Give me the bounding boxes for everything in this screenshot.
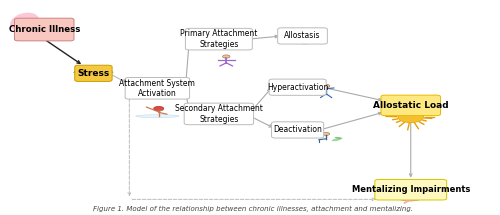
Polygon shape xyxy=(404,201,408,204)
FancyBboxPatch shape xyxy=(272,122,324,138)
FancyBboxPatch shape xyxy=(375,180,446,200)
Text: Hyperactivation: Hyperactivation xyxy=(267,83,328,92)
FancyBboxPatch shape xyxy=(278,28,328,44)
FancyBboxPatch shape xyxy=(125,77,190,99)
Ellipse shape xyxy=(22,25,44,38)
Circle shape xyxy=(154,106,164,111)
Text: Attachment System
Activation: Attachment System Activation xyxy=(120,78,196,98)
Text: Deactivation: Deactivation xyxy=(273,125,322,134)
Circle shape xyxy=(322,84,330,88)
Ellipse shape xyxy=(398,195,421,201)
Text: Allostasis: Allostasis xyxy=(284,31,321,40)
Circle shape xyxy=(222,55,230,58)
Circle shape xyxy=(322,132,330,135)
Ellipse shape xyxy=(136,115,179,118)
Circle shape xyxy=(398,112,423,123)
FancyBboxPatch shape xyxy=(74,65,112,81)
Ellipse shape xyxy=(296,34,314,45)
Ellipse shape xyxy=(332,138,341,141)
FancyBboxPatch shape xyxy=(381,95,440,116)
Text: Stress: Stress xyxy=(78,69,110,78)
Ellipse shape xyxy=(10,13,39,31)
Text: Chronic Illness: Chronic Illness xyxy=(8,25,80,34)
Text: Secondary Attachment
Strategies: Secondary Attachment Strategies xyxy=(175,104,263,124)
Ellipse shape xyxy=(334,137,342,139)
Text: Figure 1. Model of the relationship between chronic illnesses, attachment and me: Figure 1. Model of the relationship betw… xyxy=(93,206,414,212)
FancyBboxPatch shape xyxy=(269,79,326,95)
FancyBboxPatch shape xyxy=(186,28,252,50)
FancyBboxPatch shape xyxy=(184,103,254,125)
Text: Primary Attachment
Strategies: Primary Attachment Strategies xyxy=(180,29,258,49)
Text: Mentalizing Impairments: Mentalizing Impairments xyxy=(352,185,470,194)
Text: Allostatic Load: Allostatic Load xyxy=(373,101,448,110)
FancyBboxPatch shape xyxy=(14,18,74,41)
Circle shape xyxy=(154,107,164,111)
